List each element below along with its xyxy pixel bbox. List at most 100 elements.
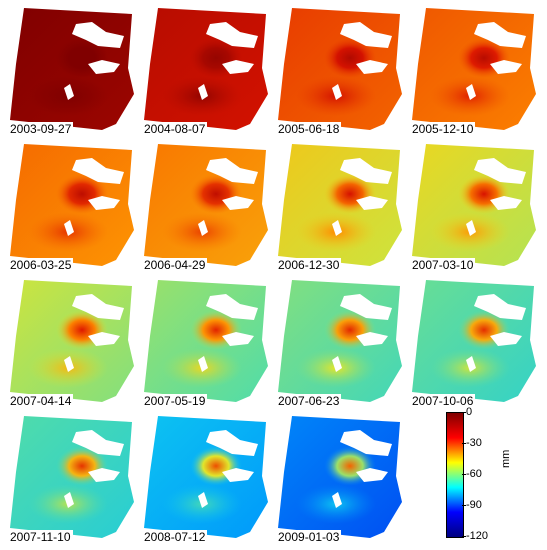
colorbar-tick-label: -30 [466,437,482,449]
panel-date-label: 2008-07-12 [142,530,208,544]
colorbar-tick-label: -120 [466,530,489,542]
nodata-area [332,356,342,372]
panel-date-label: 2009-01-03 [276,530,342,544]
nodata-area [466,84,476,100]
nodata-area [490,196,522,210]
colorbar-tick-mark [462,536,466,537]
deformation-map [278,8,402,130]
nodata-area [466,220,476,236]
panel-date-label: 2007-10-06 [410,394,476,408]
nodata-area [356,196,388,210]
colorbar-tick-mark [462,505,466,506]
deformation-map-panel: 2006-12-30 [274,140,404,272]
nodata-area [206,294,258,320]
nodata-area [88,60,120,74]
nodata-area [72,294,124,320]
deformation-map [412,144,536,266]
deformation-map [10,416,134,538]
deformation-map-panel: 2003-09-27 [6,4,136,136]
panel-date-label: 2007-06-23 [276,394,342,408]
deformation-map-panel: 2007-11-10 [6,412,136,544]
nodata-area [64,492,74,508]
nodata-area [340,430,392,456]
colorbar-tick-label: -90 [466,499,482,511]
deformation-map-panel: 2007-03-10 [408,140,538,272]
deformation-map [144,8,268,130]
nodata-area [332,220,342,236]
deformation-map [10,144,134,266]
panel-date-label: 2003-09-27 [8,122,74,136]
nodata-area [198,356,208,372]
nodata-area [88,332,120,346]
colorbar-tick-label: -60 [466,468,482,480]
nodata-area [72,158,124,184]
nodata-area [64,356,74,372]
panel-date-label: 2007-11-10 [8,530,73,544]
nodata-area [222,196,254,210]
nodata-area [198,220,208,236]
panel-date-label: 2006-12-30 [276,258,342,272]
deformation-map-panel: 2005-06-18 [274,4,404,136]
nodata-area [474,158,526,184]
panel-date-label: 2004-08-07 [142,122,208,136]
deformation-map-panel: 2007-10-06 [408,276,538,408]
nodata-area [356,60,388,74]
colorbar-tick-mark [462,474,466,475]
nodata-area [474,294,526,320]
deformation-map [278,144,402,266]
colorbar-tick-mark [462,443,466,444]
nodata-area [222,332,254,346]
deformation-map-panel: 2008-07-12 [140,412,270,544]
nodata-area [88,468,120,482]
panel-date-label: 2007-03-10 [410,258,476,272]
deformation-map [144,416,268,538]
panel-date-label: 2005-06-18 [276,122,342,136]
nodata-area [340,158,392,184]
nodata-area [64,84,74,100]
nodata-area [332,84,342,100]
panel-date-label: 2007-04-14 [8,394,74,408]
deformation-map [144,280,268,402]
deformation-map-panel: 2004-08-07 [140,4,270,136]
colorbar-unit-label: mm [500,449,512,468]
deformation-map-panel: 2007-05-19 [140,276,270,408]
nodata-area [72,430,124,456]
deformation-map-panel: 2007-04-14 [6,276,136,408]
panel-date-label: 2007-05-19 [142,394,208,408]
nodata-area [206,22,258,48]
deformation-map-panel: 2006-03-25 [6,140,136,272]
nodata-area [490,60,522,74]
nodata-area [222,468,254,482]
deformation-map [412,8,536,130]
nodata-area [206,430,258,456]
deformation-map [10,280,134,402]
colorbar-tick-label: 0 [466,406,473,418]
colorbar-tick-mark [462,412,466,413]
nodata-area [490,332,522,346]
panel-date-label: 2005-12-10 [410,122,476,136]
deformation-map [412,280,536,402]
deformation-map-panel: 2007-06-23 [274,276,404,408]
nodata-area [206,158,258,184]
deformation-map [144,144,268,266]
nodata-area [474,22,526,48]
nodata-area [88,196,120,210]
nodata-area [340,22,392,48]
deformation-map [278,280,402,402]
nodata-area [466,356,476,372]
deformation-map [278,416,402,538]
nodata-area [198,492,208,508]
deformation-map [10,8,134,130]
deformation-map-panel: 2009-01-03 [274,412,404,544]
nodata-area [356,332,388,346]
nodata-area [340,294,392,320]
nodata-area [356,468,388,482]
panel-date-label: 2006-04-29 [142,258,208,272]
deformation-map-panel: 2005-12-10 [408,4,538,136]
nodata-area [222,60,254,74]
colorbar [446,412,464,538]
nodata-area [332,492,342,508]
nodata-area [72,22,124,48]
deformation-map-panel: 2006-04-29 [140,140,270,272]
